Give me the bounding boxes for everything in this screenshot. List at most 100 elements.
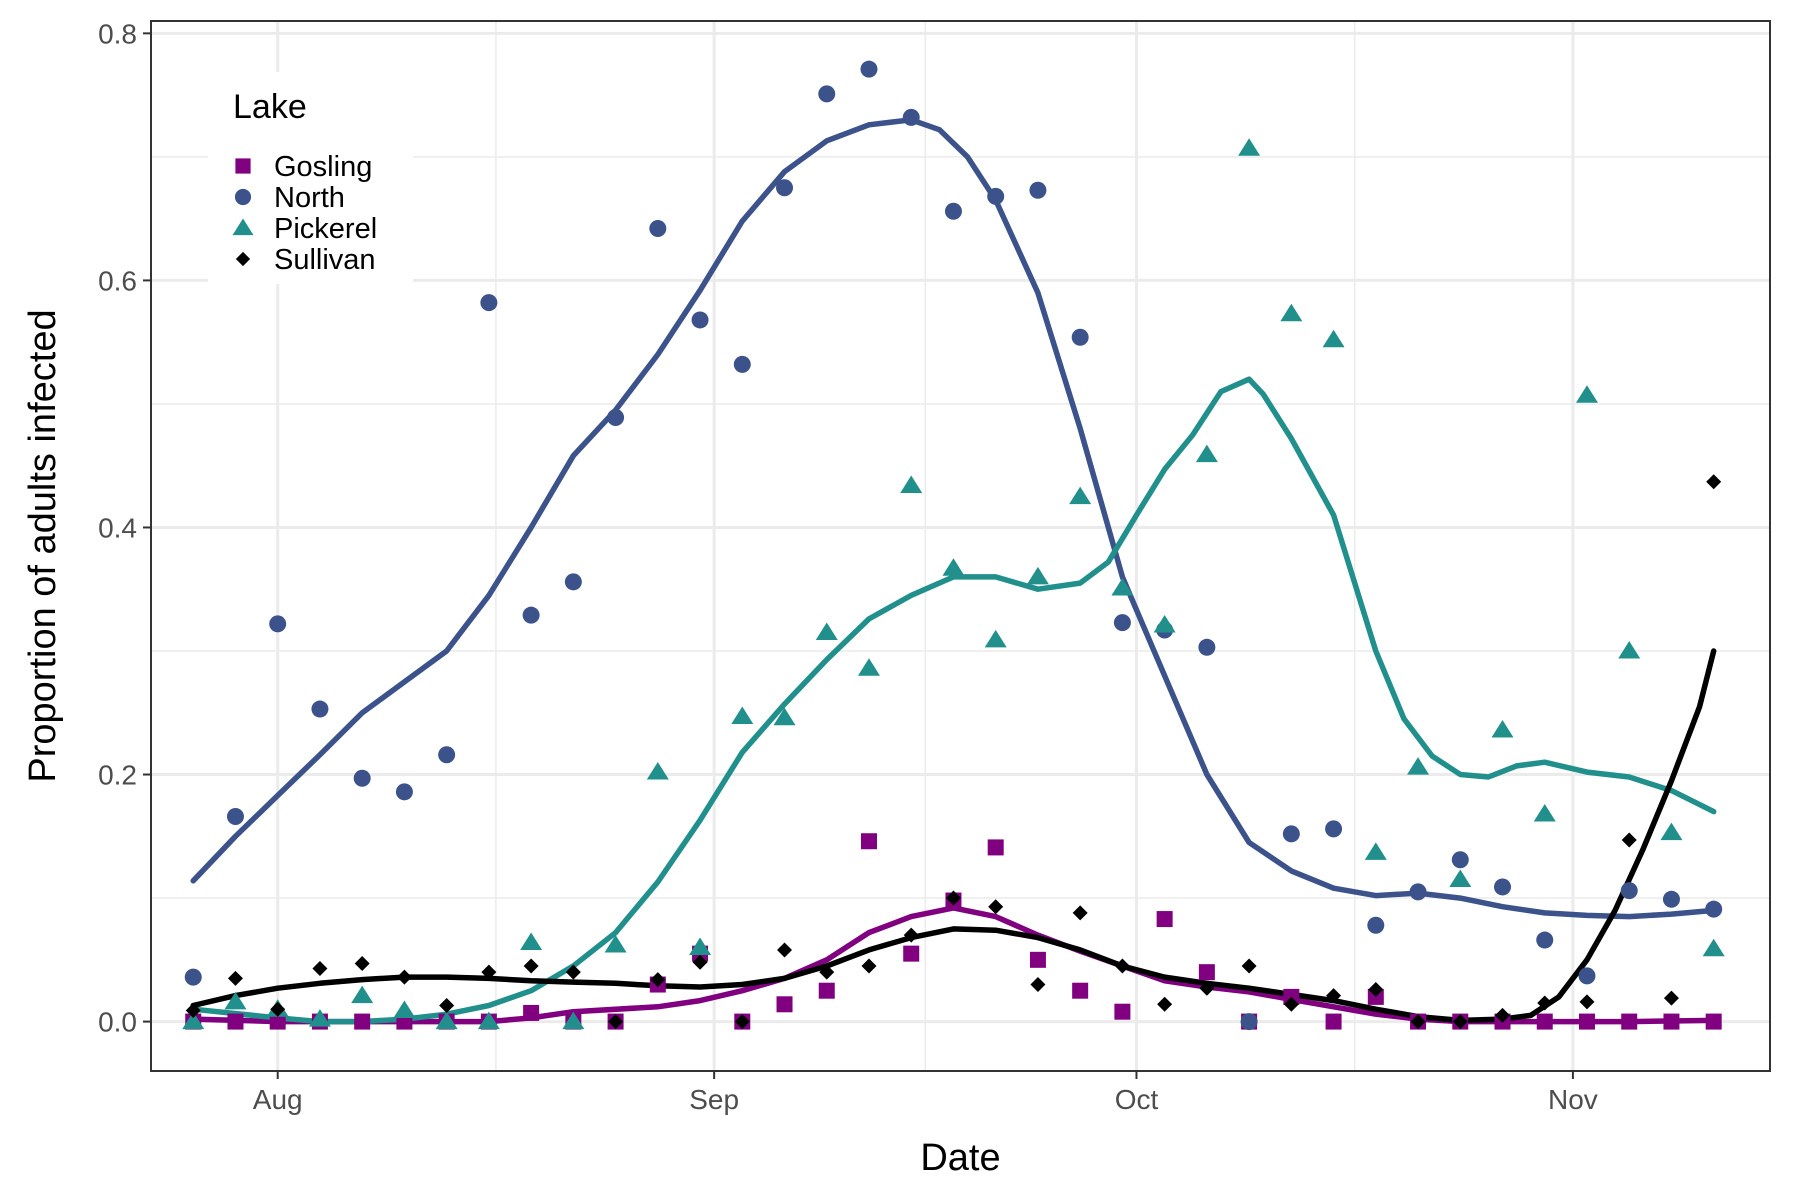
point-pickerel (815, 622, 838, 640)
smooth-line-north (190, 117, 1717, 920)
point-north (564, 573, 582, 591)
point-north (226, 808, 244, 826)
point-gosling (987, 839, 1004, 856)
x-tick-label: Nov (1548, 1084, 1598, 1115)
point-pickerel (1280, 303, 1303, 322)
point-sullivan (819, 964, 835, 980)
point-pickerel (393, 1000, 416, 1018)
point-north (1367, 916, 1385, 934)
point-pickerel (646, 762, 669, 780)
point-north (1451, 851, 1469, 869)
point-pickerel (1618, 641, 1641, 659)
legend-item-north: North (234, 182, 345, 214)
legend-item-pickerel: Pickerel (232, 213, 377, 245)
point-gosling (269, 1013, 286, 1030)
point-north (1662, 890, 1680, 908)
x-axis-title: Date (920, 1137, 1000, 1179)
point-sullivan (481, 964, 497, 980)
smooth-line-sullivan (190, 648, 1717, 1024)
point-pickerel (689, 937, 712, 955)
point-sullivan (734, 1014, 750, 1030)
point-gosling (1536, 1013, 1553, 1030)
point-north (607, 409, 625, 427)
point-north (776, 179, 794, 197)
point-north (944, 202, 962, 220)
point-north (395, 783, 413, 801)
point-north (1282, 825, 1300, 843)
point-gosling (1578, 1013, 1595, 1030)
point-north (902, 108, 920, 126)
point-sullivan (1410, 1014, 1426, 1030)
point-north (1536, 931, 1554, 949)
point-north (269, 615, 287, 633)
point-sullivan (185, 1002, 201, 1018)
point-sullivan (1368, 981, 1384, 997)
point-pickerel (1533, 804, 1556, 822)
point-pickerel (604, 935, 627, 953)
point-north (818, 85, 836, 103)
y-tick-label: 0.0 (98, 1007, 137, 1038)
y-tick-label: 0.6 (98, 265, 137, 296)
legend-label: Gosling (274, 151, 372, 183)
legend-title: Lake (233, 88, 307, 126)
point-north (1494, 878, 1512, 896)
point-sullivan (692, 954, 708, 970)
point-sullivan (1452, 1014, 1468, 1030)
x-tick-label: Oct (1115, 1084, 1159, 1115)
point-sullivan (523, 958, 539, 974)
point-gosling (1072, 982, 1089, 999)
point-pickerel (224, 991, 247, 1010)
point-sullivan (354, 956, 370, 972)
point-gosling (1325, 1013, 1342, 1030)
point-gosling (818, 982, 835, 999)
point-north (691, 311, 709, 329)
legend-label: North (274, 182, 345, 214)
legend-key-sullivan (235, 251, 251, 267)
point-north (733, 355, 751, 373)
point-sullivan (1326, 988, 1342, 1004)
point-north (1029, 181, 1047, 199)
point-sullivan (1199, 980, 1215, 996)
legend-key-gosling (235, 158, 251, 174)
legend-label: Sullivan (274, 244, 376, 276)
point-gosling (354, 1013, 371, 1030)
point-sullivan (1706, 474, 1722, 490)
point-sullivan (1157, 996, 1173, 1012)
point-sullivan (270, 1001, 286, 1017)
point-pickerel (857, 658, 880, 676)
point-pickerel (1069, 486, 1092, 505)
point-north (649, 220, 667, 238)
point-pickerel (1575, 385, 1598, 403)
point-pickerel (1111, 578, 1134, 596)
point-sullivan (1241, 958, 1257, 974)
point-sullivan (1283, 996, 1299, 1012)
point-gosling (1705, 1013, 1722, 1030)
point-pickerel (1153, 615, 1176, 633)
point-pickerel (308, 1009, 331, 1027)
point-sullivan (988, 899, 1004, 915)
point-north (987, 187, 1005, 205)
point-sullivan (777, 942, 793, 958)
point-pickerel (773, 707, 796, 726)
point-pickerel (1660, 822, 1683, 841)
x-tick-label: Aug (253, 1084, 303, 1115)
point-gosling (1621, 1013, 1638, 1030)
legend-key-pickerel (232, 218, 254, 236)
point-sullivan (1495, 1007, 1511, 1023)
y-tick-label: 0.8 (98, 18, 137, 49)
point-sullivan (312, 960, 328, 976)
point-pickerel (984, 629, 1007, 648)
point-sullivan (945, 890, 961, 906)
y-tick-label: 0.2 (98, 760, 137, 791)
legend-item-gosling: Gosling (235, 151, 372, 183)
point-sullivan (650, 972, 666, 988)
point-gosling (903, 945, 920, 962)
point-sullivan (861, 958, 877, 974)
point-sullivan (396, 969, 412, 985)
data-points (182, 60, 1725, 1031)
point-gosling (1029, 951, 1046, 968)
point-pickerel (1364, 842, 1387, 860)
point-sullivan (1114, 958, 1130, 974)
